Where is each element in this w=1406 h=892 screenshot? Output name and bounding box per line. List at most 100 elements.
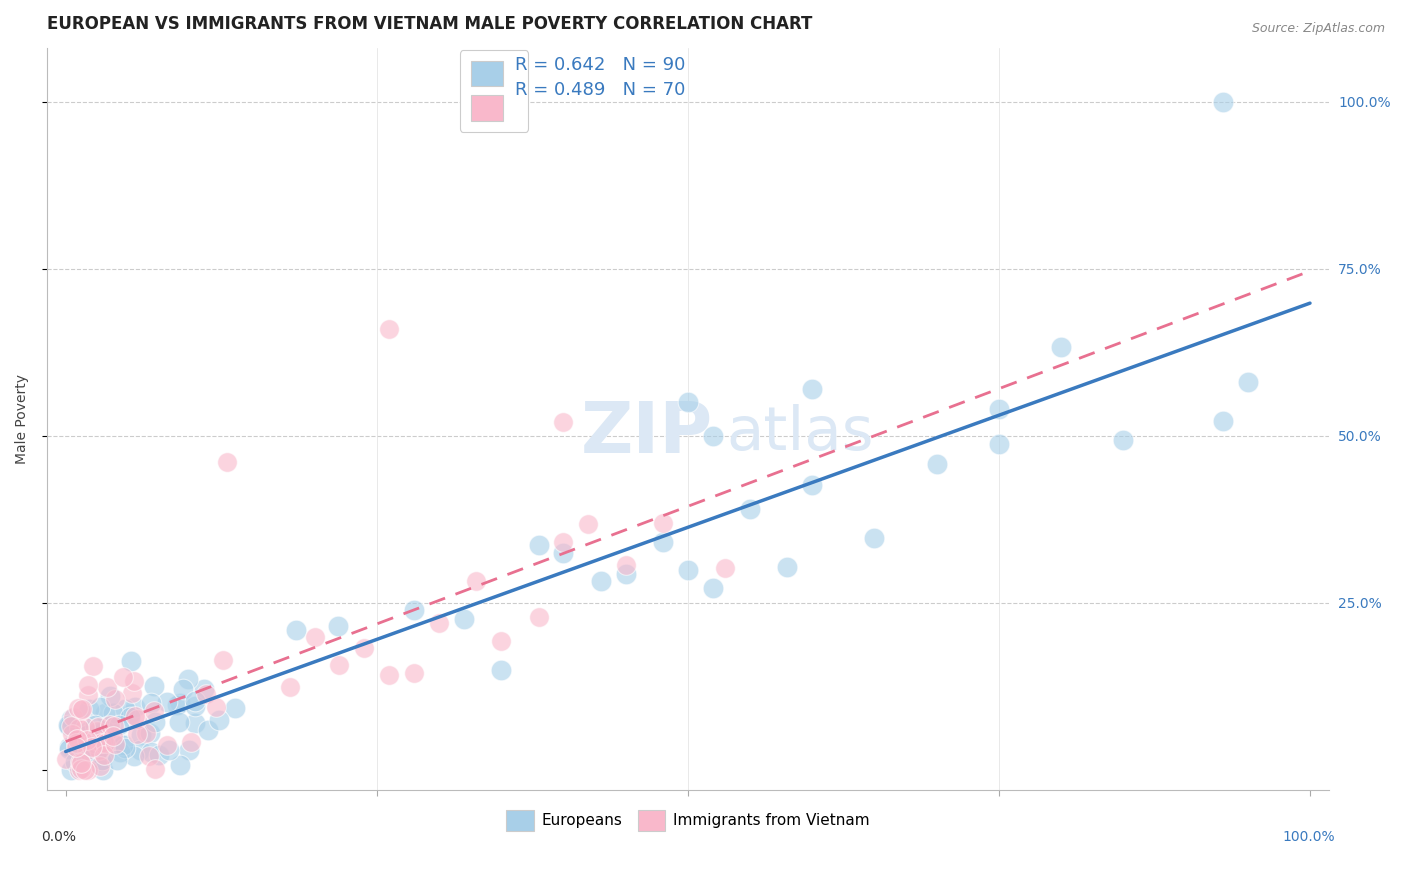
Point <box>1212 414 1234 428</box>
Point <box>925 457 948 471</box>
Point <box>101 706 124 721</box>
Point <box>84 733 107 747</box>
Point <box>103 719 125 733</box>
Point <box>143 714 166 729</box>
Point <box>65 736 87 750</box>
Point <box>138 748 160 763</box>
Point <box>208 713 231 727</box>
Point <box>60 727 83 741</box>
Text: R = 0.489   N = 70: R = 0.489 N = 70 <box>515 81 685 99</box>
Point <box>378 322 401 336</box>
Point <box>55 752 77 766</box>
Point <box>67 721 90 735</box>
Point <box>193 681 215 696</box>
Point <box>129 728 152 742</box>
Point <box>96 731 118 745</box>
Point <box>1212 95 1234 109</box>
Point <box>676 563 699 577</box>
Point <box>177 672 200 686</box>
Point <box>527 610 550 624</box>
Point <box>72 734 94 748</box>
Point <box>104 691 127 706</box>
Point <box>59 763 82 777</box>
Point <box>156 694 179 708</box>
Point <box>84 746 107 760</box>
Point <box>67 732 90 747</box>
Y-axis label: Male Poverty: Male Poverty <box>15 374 30 464</box>
Point <box>167 714 190 729</box>
Point <box>465 574 488 588</box>
Point <box>120 654 142 668</box>
Point <box>86 723 108 738</box>
Text: 0.0%: 0.0% <box>41 830 76 845</box>
Point <box>84 718 107 732</box>
Point <box>114 702 136 716</box>
Point <box>353 640 375 655</box>
Text: R = 0.642   N = 90: R = 0.642 N = 90 <box>515 55 685 74</box>
Point <box>76 728 98 742</box>
Point <box>404 603 426 617</box>
Point <box>124 700 146 714</box>
Point <box>676 395 699 409</box>
Point <box>139 697 162 711</box>
Point <box>104 737 127 751</box>
Point <box>118 709 141 723</box>
Point <box>70 703 93 717</box>
Point <box>124 708 146 723</box>
Point <box>86 744 108 758</box>
Point <box>180 735 202 749</box>
Point <box>67 739 90 753</box>
Point <box>76 733 98 747</box>
Point <box>114 740 136 755</box>
Point <box>378 668 401 682</box>
Point <box>129 743 152 757</box>
Point <box>69 756 91 770</box>
Point <box>427 616 450 631</box>
Point <box>63 755 86 769</box>
Point <box>702 581 724 595</box>
Point <box>204 699 226 714</box>
Point <box>122 749 145 764</box>
Point <box>70 762 93 776</box>
Point <box>77 724 100 739</box>
Point <box>156 738 179 752</box>
Point <box>77 702 100 716</box>
Point <box>326 619 349 633</box>
Point <box>58 739 80 754</box>
Point <box>801 478 824 492</box>
Point <box>111 670 134 684</box>
Point <box>73 720 96 734</box>
Point <box>105 752 128 766</box>
Point <box>93 723 115 737</box>
Point <box>224 700 246 714</box>
Point <box>65 740 87 755</box>
Point <box>67 700 90 714</box>
Point <box>553 546 575 560</box>
Point <box>96 680 118 694</box>
Point <box>91 763 114 777</box>
Point <box>80 740 103 755</box>
Point <box>84 736 107 750</box>
Point <box>553 534 575 549</box>
Text: 100.0%: 100.0% <box>1282 830 1336 845</box>
Point <box>98 718 121 732</box>
Point <box>77 688 100 702</box>
Point <box>576 516 599 531</box>
Point <box>197 723 219 738</box>
Point <box>89 759 111 773</box>
Point <box>139 726 162 740</box>
Point <box>112 738 135 752</box>
Point <box>58 719 80 733</box>
Point <box>527 538 550 552</box>
Point <box>145 762 167 776</box>
Point <box>75 763 97 777</box>
Point <box>184 694 207 708</box>
Text: atlas: atlas <box>727 404 873 463</box>
Point <box>589 574 612 589</box>
Point <box>108 745 131 759</box>
Point <box>66 731 89 746</box>
Point <box>1050 340 1073 354</box>
Point <box>94 736 117 750</box>
Point <box>98 689 121 703</box>
Point <box>60 712 83 726</box>
